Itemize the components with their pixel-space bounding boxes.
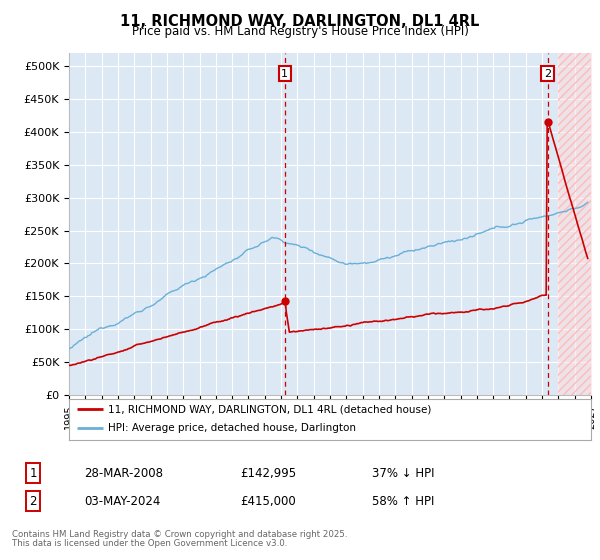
Text: 2: 2: [544, 68, 551, 78]
Text: 11, RICHMOND WAY, DARLINGTON, DL1 4RL: 11, RICHMOND WAY, DARLINGTON, DL1 4RL: [121, 14, 479, 29]
Text: This data is licensed under the Open Government Licence v3.0.: This data is licensed under the Open Gov…: [12, 539, 287, 548]
Text: Contains HM Land Registry data © Crown copyright and database right 2025.: Contains HM Land Registry data © Crown c…: [12, 530, 347, 539]
Text: 1: 1: [281, 68, 289, 78]
Text: HPI: Average price, detached house, Darlington: HPI: Average price, detached house, Darl…: [108, 423, 356, 433]
Text: 2: 2: [29, 494, 37, 508]
Bar: [559, 53, 591, 395]
Text: Price paid vs. HM Land Registry's House Price Index (HPI): Price paid vs. HM Land Registry's House …: [131, 25, 469, 38]
Text: £415,000: £415,000: [240, 494, 296, 508]
Text: 11, RICHMOND WAY, DARLINGTON, DL1 4RL (detached house): 11, RICHMOND WAY, DARLINGTON, DL1 4RL (d…: [108, 404, 431, 414]
Text: 37% ↓ HPI: 37% ↓ HPI: [372, 466, 434, 480]
Text: 28-MAR-2008: 28-MAR-2008: [84, 466, 163, 480]
Text: 03-MAY-2024: 03-MAY-2024: [84, 494, 160, 508]
Text: £142,995: £142,995: [240, 466, 296, 480]
Text: 58% ↑ HPI: 58% ↑ HPI: [372, 494, 434, 508]
Text: 1: 1: [29, 466, 37, 480]
